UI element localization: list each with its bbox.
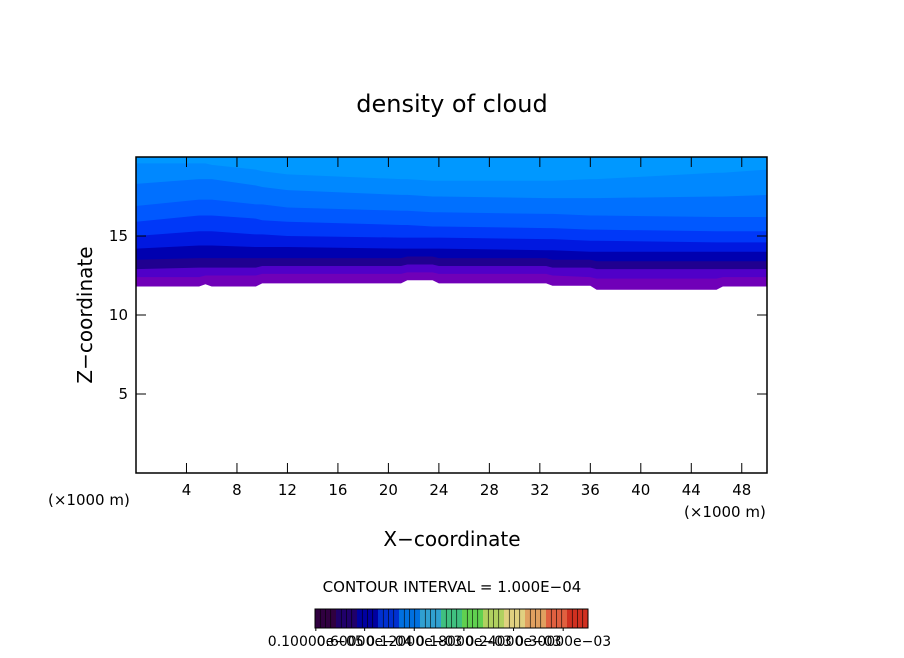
colorbar-frame bbox=[314, 608, 589, 629]
x-tick-label: 32 bbox=[530, 481, 549, 499]
y-tick-label: 10 bbox=[109, 306, 128, 324]
colorbar-tick-label: 0.60000e−04 bbox=[317, 634, 413, 650]
x-tick-label: 44 bbox=[682, 481, 701, 499]
x-unit-label: (×1000 m) bbox=[48, 491, 130, 509]
x-tick-label: 48 bbox=[732, 481, 751, 499]
x-unit-label: (×1000 m) bbox=[684, 503, 766, 521]
y-tick-label: 5 bbox=[118, 385, 128, 403]
colorbar-tick-label: 0.10000e−05 bbox=[268, 634, 364, 650]
colorbar-tick-label: 0.18000e−03 bbox=[416, 634, 512, 650]
x-tick-label: 20 bbox=[379, 481, 398, 499]
y-tick-label: 15 bbox=[109, 227, 128, 245]
colorbar-tick-label: 0.24000e−03 bbox=[466, 634, 562, 650]
colorbar-tick-label: 0.12000e−03 bbox=[366, 634, 462, 650]
y-axis-label: Z−coordinate bbox=[73, 246, 97, 383]
x-tick-label: 4 bbox=[182, 481, 192, 499]
x-tick-label: 40 bbox=[631, 481, 650, 499]
x-axis-label: X−coordinate bbox=[383, 527, 520, 551]
contour-interval: CONTOUR INTERVAL = 1.000E−04 bbox=[323, 578, 582, 596]
x-tick-label: 36 bbox=[581, 481, 600, 499]
x-tick-label: 24 bbox=[429, 481, 448, 499]
x-tick-label: 28 bbox=[480, 481, 499, 499]
chart-title: density of cloud bbox=[356, 90, 547, 118]
x-tick-label: 12 bbox=[278, 481, 297, 499]
contour-band bbox=[136, 157, 767, 181]
colorbar-tick-label: 0.30000e−03 bbox=[515, 634, 611, 650]
x-tick-label: 16 bbox=[328, 481, 347, 499]
x-tick-label: 8 bbox=[232, 481, 242, 499]
